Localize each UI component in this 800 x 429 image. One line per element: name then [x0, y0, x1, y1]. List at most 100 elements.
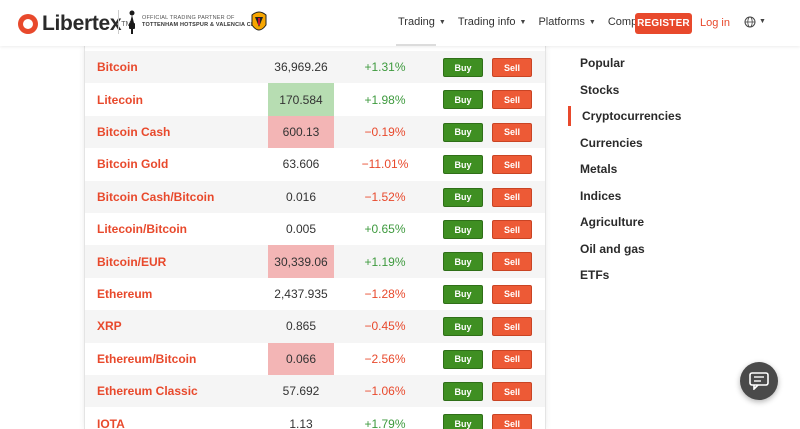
instrument-name-link[interactable]: Litecoin	[97, 92, 144, 107]
chevron-down-icon: ▼	[519, 18, 527, 26]
category-item[interactable]: Indices	[580, 188, 622, 203]
category-item[interactable]: ETFs	[580, 268, 610, 282]
buy-button[interactable]: Buy	[443, 284, 483, 304]
globe-icon[interactable]	[744, 16, 756, 28]
instrument-change: +1.79%	[364, 416, 406, 429]
language-chevron-icon[interactable]: ▼	[759, 18, 766, 25]
category-item[interactable]: Agriculture	[580, 215, 645, 229]
instrument-name-link[interactable]: Bitcoin Gold	[97, 157, 169, 172]
instrument-change: −2.56%	[364, 351, 406, 366]
instrument-name-link[interactable]: Bitcoin Cash/Bitcoin	[97, 189, 215, 204]
instrument-name-link[interactable]: Bitcoin/EUR	[97, 254, 167, 269]
sell-button[interactable]: Sell	[492, 187, 532, 207]
chat-button[interactable]	[740, 362, 778, 400]
logo-trademark: TM	[121, 20, 132, 28]
instrument-name-link[interactable]: Ethereum Classic	[97, 384, 198, 399]
category-item[interactable]: Stocks	[580, 82, 620, 97]
buy-button[interactable]: Buy	[443, 187, 483, 207]
nav-active-underline	[396, 44, 436, 46]
nav-trading-info[interactable]: Trading info ▼	[458, 16, 527, 28]
instrument-name-link[interactable]: Ethereum/Bitcoin	[97, 351, 197, 366]
sell-button[interactable]: Sell	[492, 252, 532, 272]
partner-line-1: OFFICIAL TRADING PARTNER OF	[142, 15, 235, 21]
table-row: Bitcoin/EUR 30,339.06 +1.19% Buy Sell	[85, 245, 545, 278]
table-row: Litecoin/Bitcoin 0.005 +0.65% Buy Sell	[85, 213, 545, 245]
instrument-price: 1.13	[289, 416, 313, 429]
instrument-name-link[interactable]: IOTA	[97, 416, 125, 429]
instrument-price: 63.606	[282, 157, 320, 172]
login-link[interactable]: Log in	[700, 17, 730, 29]
table-row: Bitcoin Cash/Bitcoin 0.016 −1.52% Buy Sell	[85, 180, 545, 213]
instrument-change: −1.06%	[364, 384, 406, 399]
instrument-price: 170.584	[268, 83, 334, 116]
nav-platforms-label: Platforms	[538, 16, 585, 28]
table-row: Bitcoin 36,969.26 +1.31% Buy Sell	[85, 51, 545, 84]
table-row: Bitcoin Gold 63.606 −11.01% Buy Sell	[85, 148, 545, 180]
logo-text: Libertex	[42, 12, 122, 35]
buy-button[interactable]: Buy	[443, 382, 483, 401]
buy-button[interactable]: Buy	[443, 349, 483, 369]
table-row: Ethereum Classic 57.692 −1.06% Buy Sell	[85, 375, 545, 408]
instrument-name-link[interactable]: Ethereum	[97, 286, 153, 301]
chat-icon	[749, 372, 769, 390]
instrument-change: −1.28%	[364, 286, 406, 301]
sell-button[interactable]: Sell	[492, 58, 532, 77]
sell-button[interactable]: Sell	[492, 284, 532, 304]
instrument-price: 30,339.06	[268, 245, 334, 278]
table-row: Litecoin 170.584 +1.98% Buy Sell	[85, 83, 545, 116]
category-item[interactable]: Cryptocurrencies	[582, 109, 682, 123]
nav-trading-info-label: Trading info	[457, 16, 516, 28]
libertex-logo[interactable]: Libertex TM	[18, 12, 131, 36]
instrument-price: 2,437.935	[274, 286, 328, 301]
buy-button[interactable]: Buy	[443, 414, 483, 429]
category-item[interactable]: Oil and gas	[580, 241, 645, 256]
chevron-down-icon: ▼	[588, 18, 596, 26]
buy-button[interactable]: Buy	[443, 317, 483, 337]
nav-trading[interactable]: Trading ▼	[398, 16, 446, 28]
instrument-price: 0.865	[285, 319, 317, 334]
site-header: Libertex TM OFFICIAL TRADING PARTNER OF …	[0, 0, 800, 46]
instrument-price: 0.016	[285, 189, 317, 204]
partner-divider	[118, 10, 119, 34]
buy-button[interactable]: Buy	[443, 220, 483, 239]
instrument-change: +1.98%	[364, 92, 406, 107]
sell-button[interactable]: Sell	[492, 349, 532, 369]
instrument-price: 600.13	[268, 115, 334, 149]
main-nav: Trading ▼ Trading info ▼ Platforms ▼ Com…	[398, 16, 678, 28]
table-row: Ethereum 2,437.935 −1.28% Buy Sell	[85, 278, 545, 310]
table-row: XRP 0.865 −0.45% Buy Sell	[85, 310, 545, 343]
category-item[interactable]: Currencies	[580, 135, 643, 150]
table-row: Ethereum/Bitcoin 0.066 −2.56% Buy Sell	[85, 342, 545, 375]
sell-button[interactable]: Sell	[492, 90, 532, 110]
sell-button[interactable]: Sell	[492, 122, 532, 142]
buy-button[interactable]: Buy	[443, 58, 483, 77]
table-row: Bitcoin Cash 600.13 −0.19% Buy Sell	[85, 115, 545, 149]
instrument-price: 0.005	[285, 222, 317, 237]
instrument-change: +0.65%	[364, 222, 406, 237]
instrument-name-link[interactable]: Bitcoin	[97, 60, 138, 75]
valencia-crest-icon	[251, 11, 267, 31]
category-item[interactable]: Metals	[580, 162, 618, 176]
category-item[interactable]: Popular	[580, 56, 625, 70]
instrument-price: 0.066	[268, 342, 334, 375]
chevron-down-icon: ▼	[438, 18, 446, 26]
logo-mark-icon	[18, 14, 38, 34]
buy-button[interactable]: Buy	[443, 155, 483, 175]
buy-button[interactable]: Buy	[443, 252, 483, 272]
buy-button[interactable]: Buy	[443, 122, 483, 142]
register-button[interactable]: REGISTER	[635, 13, 692, 34]
sell-button[interactable]: Sell	[492, 220, 532, 239]
instrument-change: −1.52%	[364, 189, 406, 204]
buy-button[interactable]: Buy	[443, 90, 483, 110]
nav-platforms[interactable]: Platforms ▼	[538, 16, 595, 28]
active-category-indicator	[568, 106, 571, 126]
instrument-name-link[interactable]: Bitcoin Cash	[97, 124, 171, 139]
instrument-name-link[interactable]: Litecoin/Bitcoin	[97, 222, 187, 237]
instrument-change: −0.45%	[364, 319, 406, 334]
instrument-name-link[interactable]: XRP	[97, 319, 122, 334]
sell-button[interactable]: Sell	[492, 317, 532, 337]
sell-button[interactable]: Sell	[492, 382, 532, 401]
instrument-change: +1.19%	[364, 254, 406, 269]
sell-button[interactable]: Sell	[492, 155, 532, 175]
sell-button[interactable]: Sell	[492, 414, 532, 429]
